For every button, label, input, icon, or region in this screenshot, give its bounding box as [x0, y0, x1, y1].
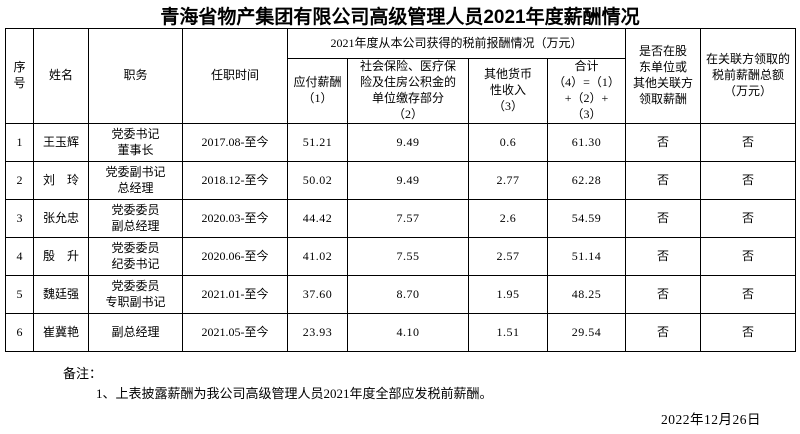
- header-total: 合计 （4）=（1） +（2）+ （3）: [546, 58, 627, 124]
- notes-block: 备注： 1、上表披露薪酬为我公司高级管理人员2021年度全部应发税前薪酬。: [63, 364, 493, 403]
- cell-total: 61.30: [546, 123, 627, 162]
- cell-seq: 6: [5, 313, 34, 352]
- cell-position: 党委书记 董事长: [88, 123, 183, 162]
- cell-seq: 1: [5, 123, 34, 162]
- cell-name: 刘 玲: [33, 161, 89, 200]
- cell-other: 1.95: [468, 275, 548, 314]
- cell-position: 党委委员 纪委书记: [88, 237, 183, 276]
- cell-seq: 4: [5, 237, 34, 276]
- cell-social: 8.70: [347, 275, 469, 314]
- cell-social: 7.57: [347, 199, 469, 238]
- cell-name: 崔冀艳: [33, 313, 89, 352]
- cell-social: 9.49: [347, 161, 469, 200]
- cell-tenure: 2021.05-至今: [182, 313, 288, 352]
- cell-payable: 23.93: [287, 313, 348, 352]
- cell-position: 党委委员 副总经理: [88, 199, 183, 238]
- header-shareholder-pay: 是否在股 东单位或 其他关联方 领取薪酬: [625, 28, 702, 124]
- cell-name: 张允忠: [33, 199, 89, 238]
- cell-tenure: 2018.12-至今: [182, 161, 288, 200]
- cell-other: 0.6: [468, 123, 548, 162]
- cell-payable: 51.21: [287, 123, 348, 162]
- header-name: 姓名: [33, 28, 89, 124]
- cell-related: 否: [700, 275, 797, 314]
- cell-payable: 44.42: [287, 199, 348, 238]
- page-title: 青海省物产集团有限公司高级管理人员2021年度薪酬情况: [160, 7, 640, 28]
- header-seq: 序 号: [5, 28, 34, 124]
- table-row: 2 刘 玲 党委副书记 总经理 2018.12-至今 50.02 9.49 2.…: [5, 161, 797, 200]
- document-date: 2022年12月26日: [661, 412, 761, 427]
- cell-tenure: 2020.03-至今: [182, 199, 288, 238]
- cell-tenure: 2017.08-至今: [182, 123, 288, 162]
- cell-shareholder: 否: [625, 123, 702, 162]
- cell-shareholder: 否: [625, 313, 702, 352]
- table-row: 4 殷 升 党委委员 纪委书记 2020.06-至今 41.02 7.55 2.…: [5, 237, 797, 276]
- cell-total: 54.59: [546, 199, 627, 238]
- cell-tenure: 2020.06-至今: [182, 237, 288, 276]
- header-tenure: 任职时间: [182, 28, 288, 124]
- salary-table: 序 号 姓名 职务 任职时间 2021年度从本公司获得的税前报酬情况（万元） 是…: [5, 28, 797, 352]
- table-row: 6 崔冀艳 副总经理 2021.05-至今 23.93 4.10 1.51 29…: [5, 313, 797, 352]
- cell-payable: 41.02: [287, 237, 348, 276]
- notes-label: 备注：: [63, 366, 103, 381]
- header-position: 职务: [88, 28, 183, 124]
- note-item-1: 1、上表披露薪酬为我公司高级管理人员2021年度全部应发税前薪酬。: [96, 385, 493, 401]
- cell-seq: 5: [5, 275, 34, 314]
- cell-related: 否: [700, 161, 797, 200]
- cell-name: 王玉辉: [33, 123, 89, 162]
- cell-tenure: 2021.01-至今: [182, 275, 288, 314]
- header-payable-salary: 应付薪酬 （1）: [287, 58, 348, 124]
- cell-related: 否: [700, 123, 797, 162]
- header-row-group: 序 号 姓名 职务 任职时间 2021年度从本公司获得的税前报酬情况（万元） 是…: [5, 28, 797, 124]
- cell-position: 党委副书记 总经理: [88, 161, 183, 200]
- cell-other: 1.51: [468, 313, 548, 352]
- cell-total: 48.25: [546, 275, 627, 314]
- cell-shareholder: 否: [625, 237, 702, 276]
- header-related-party-total: 在关联方领取的 税前薪酬总额 （万元）: [700, 28, 797, 124]
- header-social-insurance: 社会保险、医疗保 险及住房公积金的 单位缴存部分 （2）: [347, 58, 469, 124]
- cell-other: 2.57: [468, 237, 548, 276]
- cell-total: 62.28: [546, 161, 627, 200]
- cell-related: 否: [700, 237, 797, 276]
- cell-position: 党委委员 专职副书记: [88, 275, 183, 314]
- cell-social: 9.49: [347, 123, 469, 162]
- cell-shareholder: 否: [625, 161, 702, 200]
- table-row: 3 张允忠 党委委员 副总经理 2020.03-至今 44.42 7.57 2.…: [5, 199, 797, 238]
- cell-name: 殷 升: [33, 237, 89, 276]
- header-other-income: 其他货币 性收入 （3）: [468, 58, 548, 124]
- cell-shareholder: 否: [625, 275, 702, 314]
- cell-total: 29.54: [546, 313, 627, 352]
- cell-total: 51.14: [546, 237, 627, 276]
- cell-shareholder: 否: [625, 199, 702, 238]
- table-row: 5 魏廷强 党委委员 专职副书记 2021.01-至今 37.60 8.70 1…: [5, 275, 797, 314]
- cell-payable: 37.60: [287, 275, 348, 314]
- cell-other: 2.6: [468, 199, 548, 238]
- cell-other: 2.77: [468, 161, 548, 200]
- cell-social: 7.55: [347, 237, 469, 276]
- header-compensation-group: 2021年度从本公司获得的税前报酬情况（万元）: [286, 28, 627, 59]
- cell-seq: 2: [5, 161, 34, 200]
- table-row: 1 王玉辉 党委书记 董事长 2017.08-至今 51.21 9.49 0.6…: [5, 123, 797, 162]
- cell-related: 否: [700, 199, 797, 238]
- cell-payable: 50.02: [287, 161, 348, 200]
- cell-position: 副总经理: [88, 313, 183, 352]
- cell-name: 魏廷强: [33, 275, 89, 314]
- cell-related: 否: [700, 313, 797, 352]
- cell-social: 4.10: [347, 313, 469, 352]
- header-row-sub: 应付薪酬 （1） 社会保险、医疗保 险及住房公积金的 单位缴存部分 （2） 其他…: [6, 58, 796, 124]
- cell-seq: 3: [5, 199, 34, 238]
